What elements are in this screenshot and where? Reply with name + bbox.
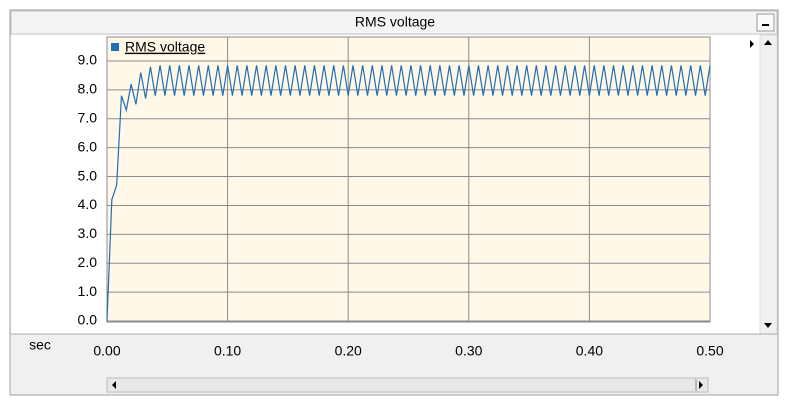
x-tick-label: 0.10 [214, 343, 241, 359]
header-bar [10, 10, 778, 35]
scroll-left[interactable] [112, 381, 116, 389]
scroll-right[interactable] [699, 381, 703, 389]
scroll-up[interactable] [764, 40, 772, 45]
y-tick-label: 8.0 [78, 81, 98, 97]
y-tick-label: 4.0 [78, 196, 98, 212]
x-tick-label: 0.30 [455, 343, 482, 359]
y-tick-label: 9.0 [78, 52, 98, 68]
y-tick-label: 0.0 [78, 312, 98, 328]
legend-swatch [111, 43, 119, 51]
vertical-scrollbar[interactable] [759, 34, 778, 335]
x-axis-label: sec [29, 337, 51, 353]
x-tick-label: 0.50 [696, 343, 723, 359]
y-tick-label: 1.0 [78, 283, 98, 299]
y-tick-label: 2.0 [78, 254, 98, 270]
scroll-down[interactable] [764, 323, 772, 328]
chart-title: RMS voltage [355, 14, 435, 30]
minimize-button[interactable] [756, 13, 775, 32]
y-tick-label: 6.0 [78, 138, 98, 154]
y-tick-label: 3.0 [78, 225, 98, 241]
y-tick-label: 7.0 [78, 109, 98, 125]
y-tick-label: 5.0 [78, 167, 98, 183]
x-tick-label: 0.40 [576, 343, 603, 359]
expand-arrow[interactable] [750, 40, 754, 48]
legend-label: RMS voltage [125, 39, 205, 55]
data-line [106, 65, 711, 322]
plot-area [106, 36, 711, 323]
horizontal-scrollbar[interactable] [106, 377, 709, 393]
x-tick-label: 0.00 [93, 343, 120, 359]
x-tick-label: 0.20 [335, 343, 362, 359]
